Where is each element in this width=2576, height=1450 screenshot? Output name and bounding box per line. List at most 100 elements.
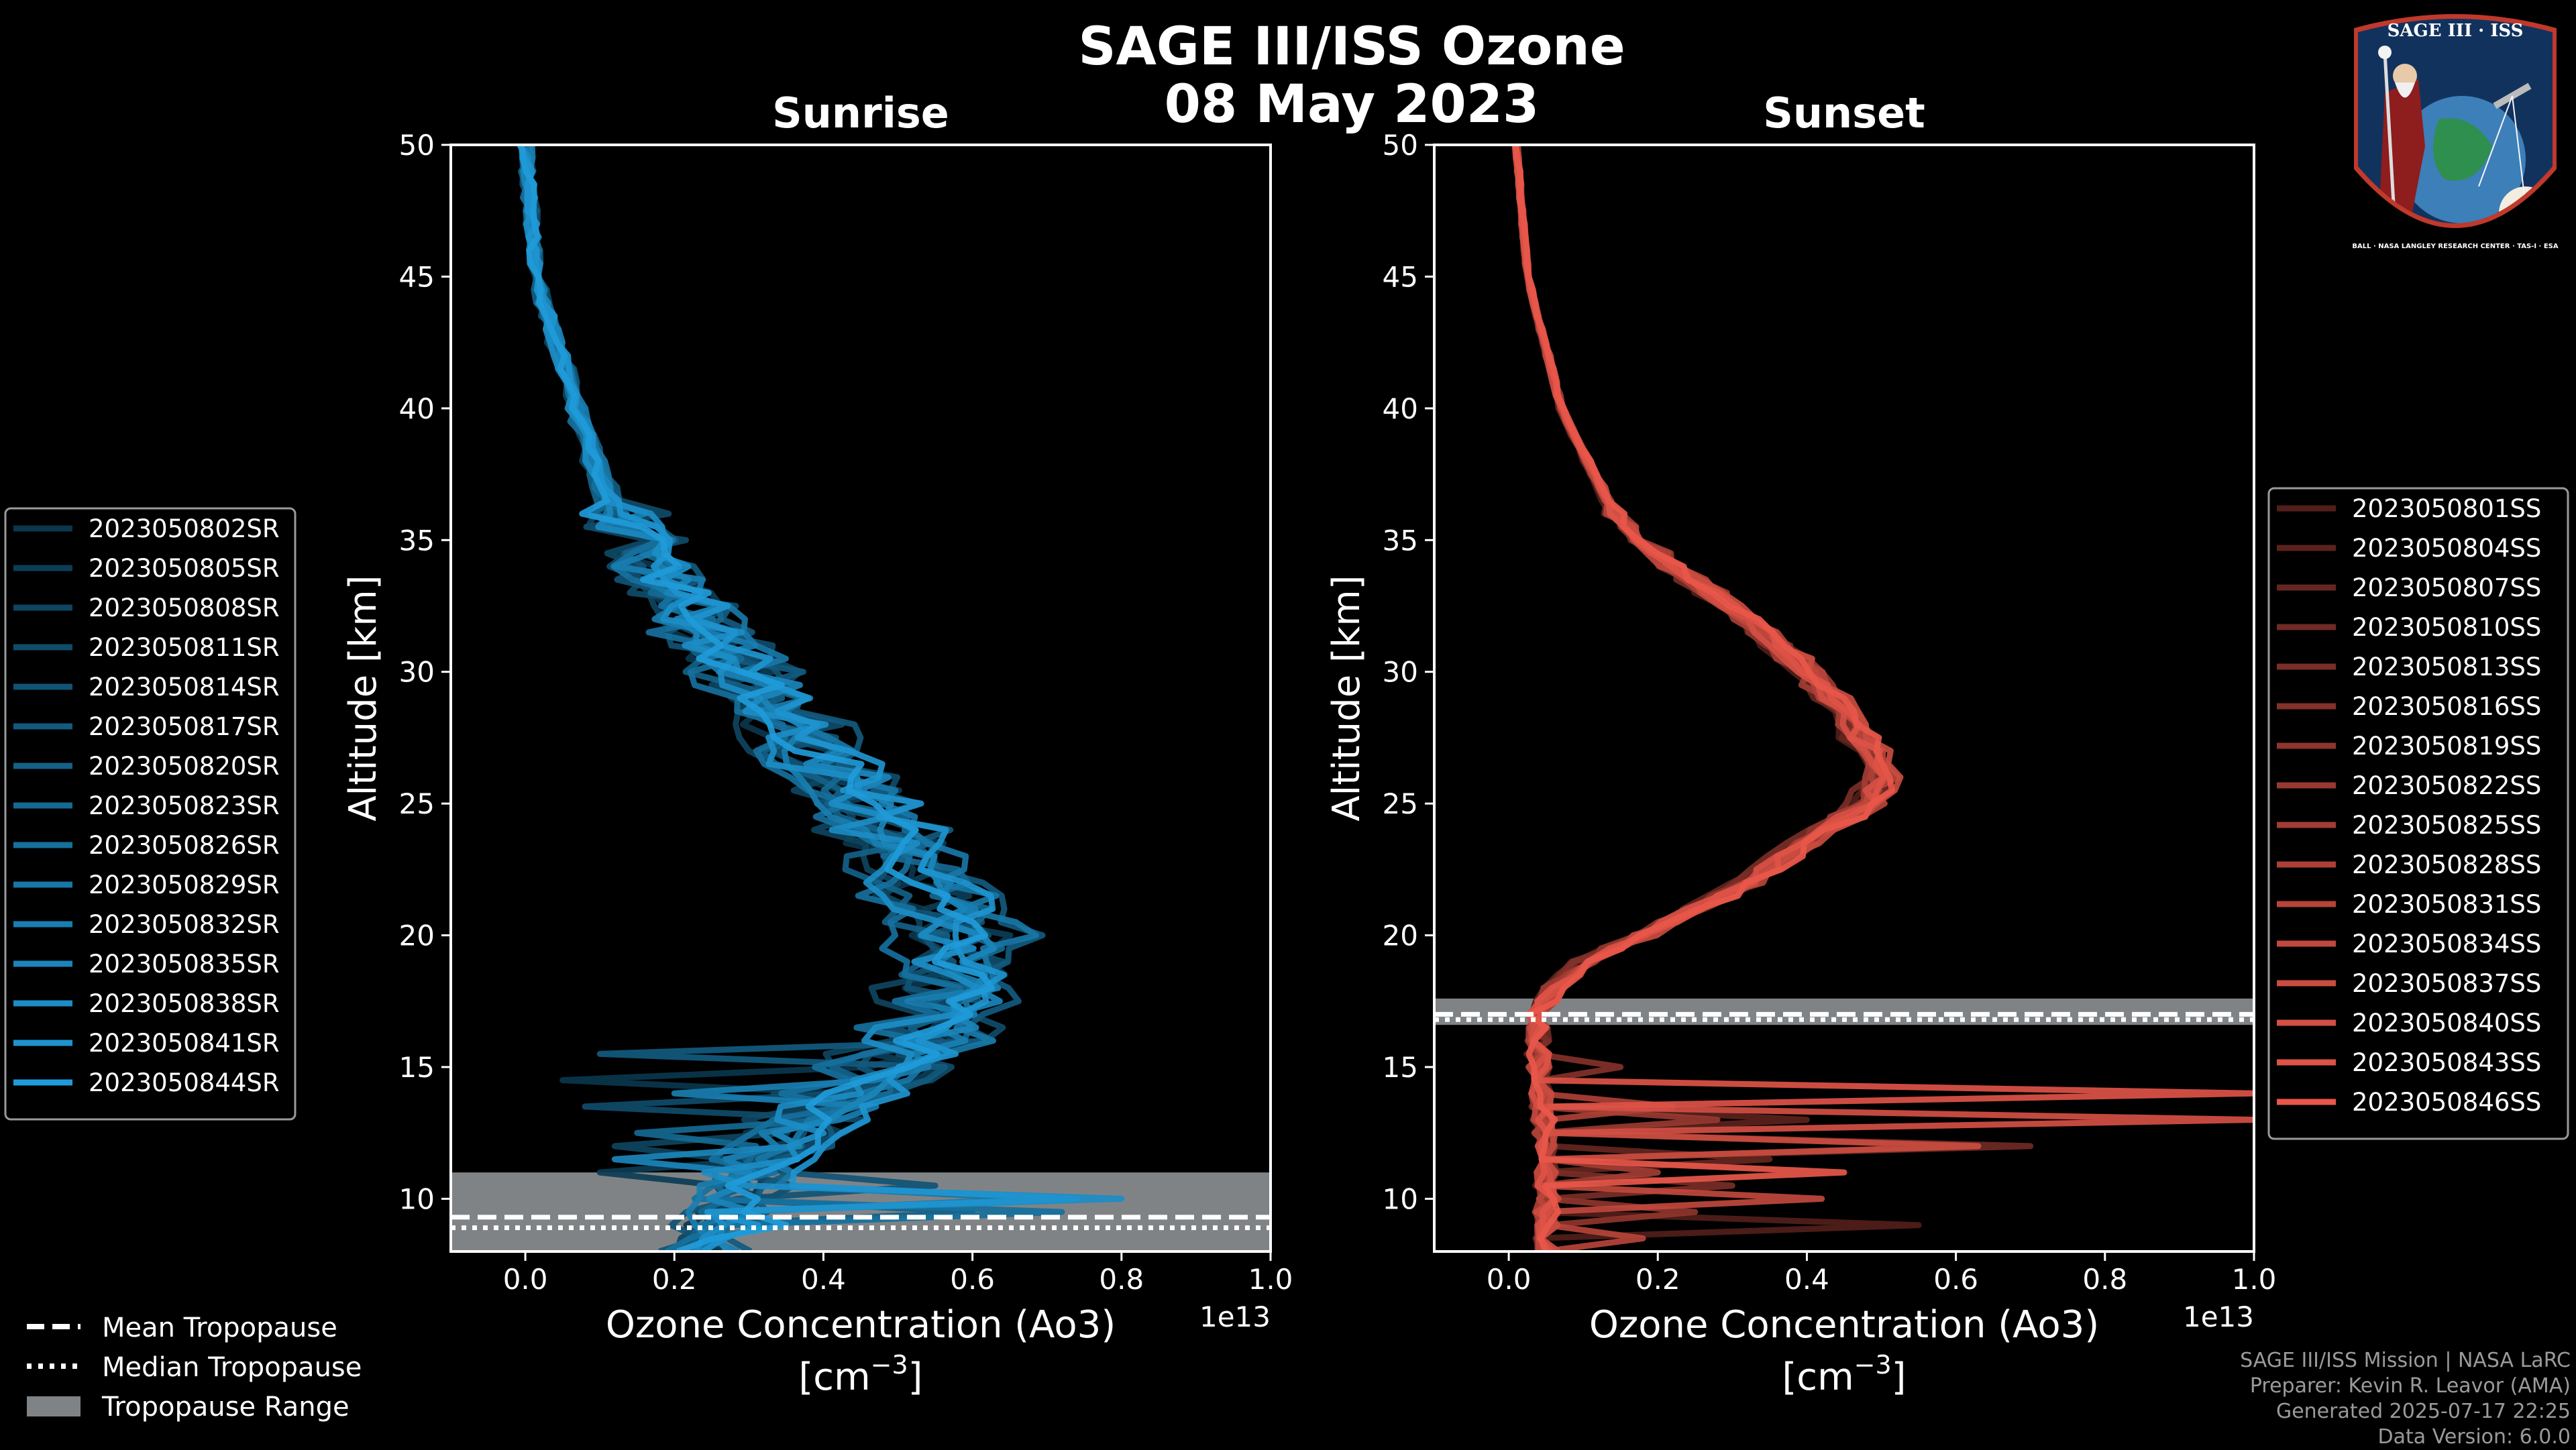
sage-iii-iss-logo: SAGE III · ISS BALL · NASA LANGLEY RESEA… <box>2352 14 2559 250</box>
legend-label: 2023050831SS <box>2352 890 2541 919</box>
sunrise-axes-frame <box>449 144 1272 1253</box>
x-tick-label: 0.8 <box>1099 1263 1144 1296</box>
x-tick-label: 0.2 <box>1635 1263 1680 1296</box>
legend-label: 2023050826SR <box>89 831 280 860</box>
y-tick-label: 15 <box>1383 1051 1418 1084</box>
legend-label: 2023050813SS <box>2352 653 2541 681</box>
legend-label: 2023050837SS <box>2352 969 2541 998</box>
y-tick-label: 30 <box>1383 656 1418 689</box>
x-axis-unit-base: [cm <box>798 1355 870 1399</box>
legend-label: 2023050834SS <box>2352 930 2541 958</box>
x-tick-label: 0.8 <box>2082 1263 2127 1296</box>
y-axis-label: Altitude [km] <box>341 575 385 821</box>
legend-label: 2023050829SR <box>89 871 280 899</box>
profile-2023050844SR <box>518 145 996 1251</box>
sunrise-panel-title: Sunrise <box>772 89 949 137</box>
x-tick-label: 0.2 <box>652 1263 697 1296</box>
mean-tropopause-label: Mean Tropopause <box>102 1313 337 1343</box>
legend-label: 2023050835SR <box>89 950 280 979</box>
y-tick-label: 50 <box>399 129 435 162</box>
tropopause-legend: Mean Tropopause Median Tropopause Tropopau… <box>27 1313 362 1423</box>
profile-2023050843SS <box>1512 145 2254 1251</box>
logo-ring-text: BALL · NASA LANGLEY RESEARCH CENTER · TA… <box>2352 243 2559 250</box>
legend-label: 2023050814SR <box>89 673 280 702</box>
x-tick-label: 1.0 <box>2232 1263 2277 1296</box>
legend-label: 2023050820SR <box>89 752 280 781</box>
y-tick-label: 20 <box>1383 919 1418 952</box>
legend-label: 2023050822SS <box>2352 771 2541 800</box>
sunset-legend: 2023050801SS 2023050804SS 2023050807SS 2023… <box>2267 487 2569 1140</box>
legend-label: 2023050810SS <box>2352 613 2541 642</box>
x-axis-unit-exponent: −3 <box>871 1350 908 1380</box>
y-tick-label: 35 <box>1383 524 1418 557</box>
footer: SAGE III/ISS Mission | NASA LaRC Prepare… <box>2240 1348 2571 1450</box>
y-tick-label: 40 <box>1383 392 1418 425</box>
y-tick-label: 25 <box>1383 787 1418 820</box>
y-tick-label: 15 <box>399 1051 435 1084</box>
median-tropopause-label: Median Tropopause <box>102 1352 362 1383</box>
x-axis-unit-exponent: −3 <box>1854 1350 1892 1380</box>
y-axis-label: Altitude [km] <box>1325 575 1368 821</box>
sunrise-legend: 2023050802SR 2023050805SR 2023050808SR 2023… <box>4 507 297 1121</box>
legend-label: 2023050802SR <box>89 514 280 543</box>
x-tick-label: 0.6 <box>1933 1263 1978 1296</box>
legend-label: 2023050838SR <box>89 989 280 1018</box>
sunrise-profiles <box>517 145 1125 1251</box>
legend-label: 2023050807SS <box>2352 573 2541 602</box>
figure-subtitle: 08 May 2023 <box>1165 74 1540 135</box>
sunset-profiles <box>1511 145 2254 1251</box>
legend-label: 2023050805SR <box>89 554 280 583</box>
legend-label: 2023050817SR <box>89 712 280 741</box>
y-tick-label: 10 <box>1383 1182 1418 1215</box>
x-tick-label: 0.6 <box>950 1263 995 1296</box>
logo-top-text: SAGE III · ISS <box>2387 21 2524 41</box>
sunset-legend-frame <box>2267 487 2569 1140</box>
tropopause-range-swatch <box>27 1396 80 1416</box>
x-axis-unit: [cm−3] <box>798 1350 922 1399</box>
y-tick-label: 45 <box>1383 260 1418 293</box>
legend-label: 2023050828SS <box>2352 850 2541 879</box>
y-tick-label: 10 <box>399 1182 435 1215</box>
profile-2023050846SS <box>1512 145 1895 1251</box>
x-scale-label: 1e13 <box>1199 1300 1271 1333</box>
legend-label: 2023050843SS <box>2352 1048 2541 1077</box>
legend-label: 2023050816SS <box>2352 692 2541 721</box>
y-tick-label: 30 <box>399 656 435 689</box>
legend-label: 2023050811SR <box>89 633 280 662</box>
tropopause-range-label: Tropopause Range <box>101 1392 350 1423</box>
legend-label: 2023050841SR <box>89 1029 280 1058</box>
sunrise-legend-frame <box>4 507 297 1121</box>
y-tick-label: 50 <box>1383 129 1418 162</box>
y-tick-label: 20 <box>399 919 435 952</box>
legend-label: 2023050844SR <box>89 1068 280 1097</box>
legend-label: 2023050804SS <box>2352 534 2541 563</box>
sunrise-panel: 0.0 0.2 0.4 0.6 0.8 1.0 10 15 20 25 30 35 40 45 50 Sunr… <box>341 89 1293 1399</box>
x-tick-label: 1.0 <box>1248 1263 1293 1296</box>
figure-title: SAGE III/ISS Ozone <box>1078 17 1625 77</box>
legend-label: 2023050801SS <box>2352 494 2541 523</box>
footer-generated: Generated 2025-07-17 22:25 <box>2275 1400 2571 1423</box>
legend-label: 2023050808SR <box>89 594 280 622</box>
legend-label: 2023050832SR <box>89 910 280 939</box>
legend-label: 2023050819SS <box>2352 732 2541 761</box>
x-tick-label: 0.4 <box>1784 1263 1829 1296</box>
x-tick-label: 0.4 <box>801 1263 846 1296</box>
y-tick-label: 40 <box>399 392 435 425</box>
sunset-panel-title: Sunset <box>1763 89 1925 137</box>
footer-data-version: Data Version: 6.0.0 <box>2377 1425 2571 1449</box>
footer-preparer: Preparer: Kevin R. Leavor (AMA) <box>2249 1374 2571 1398</box>
footer-mission: SAGE III/ISS Mission | NASA LaRC <box>2240 1349 2571 1372</box>
x-axis-unit-close: ] <box>908 1355 923 1399</box>
legend-label: 2023050840SS <box>2352 1009 2541 1038</box>
x-axis-label: Ozone Concentration (Ao3) <box>606 1303 1116 1347</box>
x-axis-unit-close: ] <box>1892 1355 1907 1399</box>
x-axis-label: Ozone Concentration (Ao3) <box>1589 1303 2099 1347</box>
legend-label: 2023050825SS <box>2352 811 2541 840</box>
y-tick-label: 35 <box>399 524 435 557</box>
sunrise-tropopause-range <box>451 1172 1271 1251</box>
y-tick-label: 45 <box>399 260 435 293</box>
x-scale-label: 1e13 <box>2183 1300 2254 1333</box>
x-axis-unit: [cm−3] <box>1782 1350 1906 1399</box>
legend-label: 2023050823SR <box>89 791 280 820</box>
